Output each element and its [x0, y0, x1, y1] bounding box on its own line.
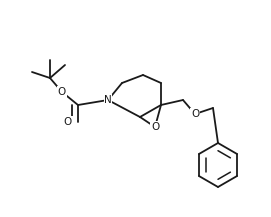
Text: O: O	[64, 117, 72, 127]
Text: O: O	[151, 122, 159, 132]
Text: O: O	[58, 87, 66, 97]
Text: N: N	[104, 95, 112, 105]
Text: O: O	[191, 109, 199, 119]
